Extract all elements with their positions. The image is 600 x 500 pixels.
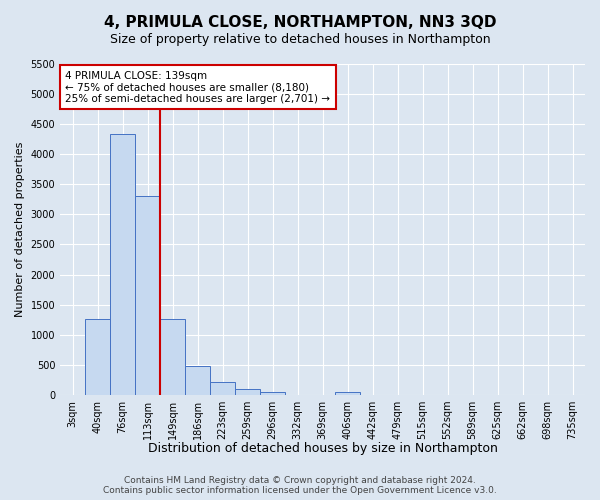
- Y-axis label: Number of detached properties: Number of detached properties: [15, 142, 25, 317]
- Bar: [335, 392, 360, 395]
- Bar: [210, 382, 235, 395]
- Text: Contains HM Land Registry data © Crown copyright and database right 2024.
Contai: Contains HM Land Registry data © Crown c…: [103, 476, 497, 495]
- Bar: [160, 319, 185, 395]
- Text: Size of property relative to detached houses in Northampton: Size of property relative to detached ho…: [110, 32, 490, 46]
- Bar: [110, 134, 135, 395]
- Bar: [85, 319, 110, 395]
- Bar: [235, 390, 260, 395]
- Text: 4, PRIMULA CLOSE, NORTHAMPTON, NN3 3QD: 4, PRIMULA CLOSE, NORTHAMPTON, NN3 3QD: [104, 15, 496, 30]
- Text: 4 PRIMULA CLOSE: 139sqm
← 75% of detached houses are smaller (8,180)
25% of semi: 4 PRIMULA CLOSE: 139sqm ← 75% of detache…: [65, 70, 331, 104]
- Bar: [135, 196, 160, 395]
- X-axis label: Distribution of detached houses by size in Northampton: Distribution of detached houses by size …: [148, 442, 497, 455]
- Bar: [260, 392, 285, 395]
- Bar: [185, 366, 210, 395]
